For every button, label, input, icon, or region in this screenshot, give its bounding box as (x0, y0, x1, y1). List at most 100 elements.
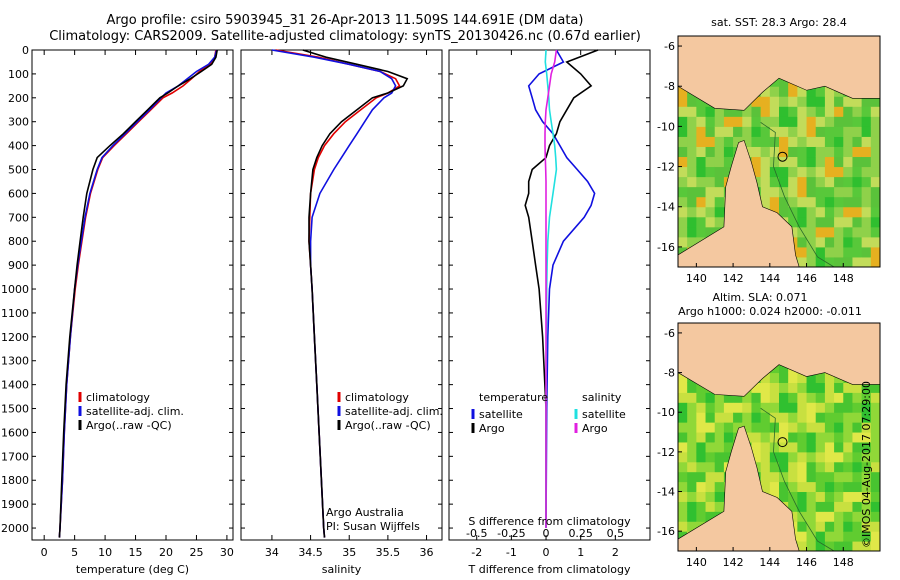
y-tick-label: -6 (664, 327, 675, 340)
x-tick-label: 142 (723, 556, 744, 569)
field-cell (852, 176, 863, 188)
field-cell (815, 372, 826, 383)
field-cell (843, 236, 853, 248)
field-cell (870, 402, 881, 413)
field-cell (714, 432, 725, 443)
field-cell (834, 246, 844, 258)
x-axis-label: T difference from climatology (468, 563, 631, 576)
field-cell (870, 521, 881, 532)
field-cell (714, 126, 725, 137)
plot-title-line2: Climatology: CARS2009. Satellite-adjuste… (49, 29, 641, 44)
field-cell (870, 392, 881, 403)
field-cell (843, 196, 853, 208)
field-cell (824, 216, 835, 228)
field-cell (714, 176, 725, 188)
y-tick-label: 600 (8, 187, 29, 200)
field-cell (815, 256, 826, 268)
field-cell (843, 256, 853, 268)
field-cell (843, 432, 853, 443)
sst_map-frame (677, 35, 881, 268)
field-cell (788, 156, 798, 168)
field-cell (824, 236, 835, 248)
field-cell (769, 86, 780, 97)
field-cell (779, 96, 789, 107)
field-cell (806, 372, 817, 383)
field-cell (760, 136, 771, 147)
field-cell (779, 432, 789, 443)
field-cell (696, 146, 707, 158)
field-cell (788, 146, 798, 158)
series-line-temperature-argo (524, 49, 599, 528)
field-cell (760, 461, 771, 473)
field-cell (696, 186, 707, 198)
field-cell (843, 481, 853, 493)
field-cell (723, 156, 734, 168)
field-cell (861, 471, 872, 483)
field-cell (733, 402, 743, 413)
field-cell (760, 116, 771, 127)
field-cell (870, 481, 881, 493)
field-cell (834, 206, 844, 218)
field-cell (687, 471, 697, 483)
field-cell (852, 441, 863, 453)
field-cell (678, 461, 688, 473)
field-cell (797, 481, 808, 493)
field-cell (806, 481, 817, 493)
field-cell (834, 441, 844, 453)
field-cell (806, 461, 817, 473)
x-tick-label: 2 (612, 546, 619, 559)
field-cell (861, 441, 872, 453)
field-cell (815, 392, 826, 403)
field-cell (834, 412, 844, 423)
field-cell (834, 236, 844, 248)
field-cell (742, 126, 752, 137)
field-cell (797, 196, 808, 208)
field-cell (714, 136, 725, 147)
field-cell (834, 471, 844, 483)
field-cell (806, 382, 817, 393)
field-cell (843, 216, 853, 228)
field-cell (861, 256, 872, 268)
field-cell (815, 226, 826, 238)
legend-label: satellite (479, 408, 523, 421)
field-cell (834, 116, 844, 127)
x-tick-label: 35.5 (376, 546, 401, 559)
annotation-line: Argo Australia (326, 506, 404, 519)
field-cell (797, 96, 808, 107)
field-cell (733, 116, 743, 127)
field-cell (751, 166, 762, 178)
field-cell (779, 186, 789, 198)
field-cell (861, 531, 872, 542)
field-cell (714, 471, 725, 483)
field-cell (687, 491, 697, 502)
field-cell (779, 392, 789, 403)
x-tick-label: 148 (833, 556, 854, 569)
field-cell (861, 432, 872, 443)
field-cell (870, 216, 881, 228)
field-cell (687, 176, 697, 188)
field-cell (806, 501, 817, 512)
field-cell (843, 116, 853, 127)
y-tick-label: 100 (8, 68, 29, 81)
field-cell (696, 166, 707, 178)
field-cell (678, 501, 688, 512)
field-cell (861, 186, 872, 198)
field-cell (824, 156, 835, 168)
field-cell (788, 422, 798, 433)
field-cell (687, 511, 697, 522)
x-tick-label: 142 (723, 272, 744, 285)
field-cell (870, 491, 881, 502)
field-cell (806, 236, 817, 248)
field-cell (843, 491, 853, 502)
field-cell (760, 186, 771, 198)
field-cell (834, 96, 844, 107)
field-cell (723, 451, 734, 463)
field-cell (870, 106, 881, 117)
argo-position-marker (777, 151, 788, 162)
field-cell (714, 402, 725, 413)
field-cell (861, 461, 872, 473)
field-cell (705, 226, 716, 238)
field-cell (797, 176, 808, 188)
field-cell (815, 126, 826, 137)
field-cell (861, 126, 872, 137)
